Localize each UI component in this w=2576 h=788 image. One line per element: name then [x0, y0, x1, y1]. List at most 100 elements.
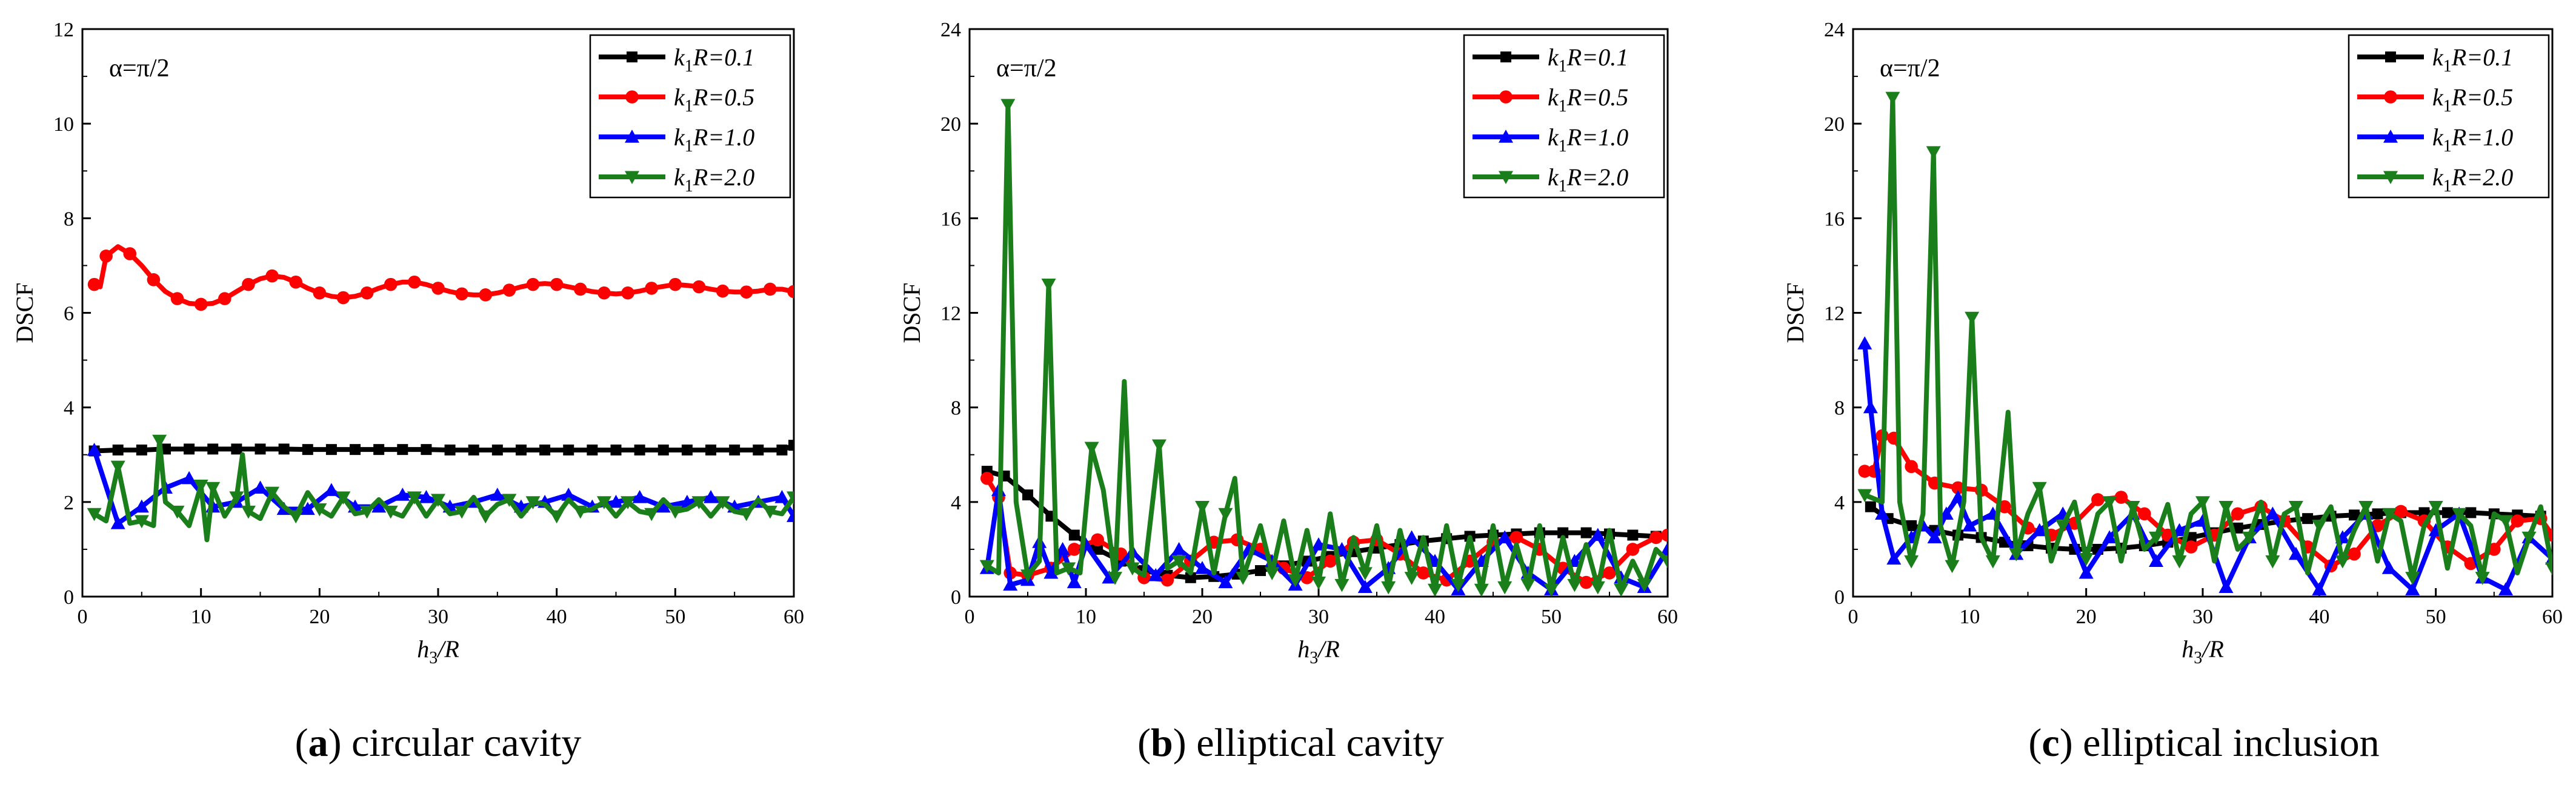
- legend-entry-label: k1R=2.0: [2432, 164, 2513, 196]
- data-point: [2348, 547, 2361, 561]
- y-tick-label: 24: [940, 19, 961, 41]
- data-point: [2381, 508, 2397, 521]
- data-point: [787, 491, 794, 505]
- data-point: [136, 444, 147, 455]
- data-point: [1003, 577, 1018, 591]
- data-point: [1171, 541, 1186, 555]
- data-point: [1965, 311, 1980, 325]
- x-tick-label: 50: [1541, 606, 1562, 628]
- data-point: [288, 510, 304, 524]
- x-tick-label: 0: [78, 606, 88, 628]
- y-axis-title: DSCF: [1782, 282, 1809, 343]
- legend-entry-label: k1R=0.5: [1548, 84, 1628, 116]
- legend-marker: [2383, 171, 2398, 184]
- data-point: [1660, 541, 1668, 555]
- data-point: [454, 505, 470, 519]
- data-point: [2488, 543, 2501, 556]
- data-point: [691, 496, 707, 509]
- data-point: [1857, 489, 1872, 503]
- data-point: [2465, 507, 2477, 518]
- data-point: [561, 488, 576, 501]
- data-point: [1857, 336, 1872, 349]
- data-point: [1567, 578, 1582, 592]
- x-tick-label: 0: [965, 606, 975, 628]
- data-point: [632, 490, 647, 503]
- panel-caption: (a) circular cavity: [295, 721, 582, 765]
- y-axis-title: DSCF: [11, 282, 38, 343]
- data-point: [207, 443, 219, 455]
- data-point: [1985, 555, 2000, 569]
- legend-entry-label: k1R=0.1: [1548, 44, 1628, 76]
- data-point: [681, 444, 693, 455]
- y-tick-label: 0: [64, 586, 74, 609]
- data-point: [1404, 572, 1419, 585]
- data-point: [1236, 572, 1251, 585]
- data-point: [231, 443, 242, 455]
- data-point: [980, 471, 994, 485]
- data-point: [134, 499, 149, 513]
- data-point: [1886, 551, 1902, 565]
- y-tick-label: 12: [940, 303, 961, 325]
- angle-annotation: α=π/2: [109, 55, 170, 82]
- panel-caption: (c) elliptical inclusion: [2028, 721, 2379, 765]
- x-tick-label: 30: [2192, 606, 2213, 628]
- data-point: [1125, 562, 1140, 576]
- data-point: [395, 488, 410, 501]
- legend-marker: [2384, 90, 2397, 104]
- data-point: [1288, 574, 1303, 588]
- data-point: [1404, 530, 1419, 543]
- data-point: [1041, 279, 1056, 292]
- x-axis-title: h3/R: [2182, 635, 2224, 667]
- data-point: [2545, 562, 2552, 576]
- data-point: [184, 443, 195, 455]
- data-point: [1637, 578, 1652, 592]
- data-point: [431, 494, 445, 507]
- data-point: [468, 444, 479, 455]
- data-point: [152, 434, 167, 448]
- legend-marker: [1499, 90, 1513, 104]
- data-point: [1858, 465, 1872, 478]
- x-tick-label: 60: [2542, 606, 2563, 628]
- data-point: [253, 480, 268, 494]
- data-point: [2102, 496, 2117, 509]
- legend-marker: [1500, 51, 1511, 62]
- data-point: [2055, 520, 2071, 533]
- data-point: [397, 444, 408, 455]
- data-point: [1474, 583, 1489, 597]
- data-point: [739, 508, 754, 521]
- data-point: [478, 510, 493, 524]
- data-point: [596, 496, 611, 509]
- legend: k1R=0.1 k1R=0.5 k1R=1.0 k1R=2.0: [2348, 34, 2550, 199]
- data-point: [218, 292, 231, 305]
- x-tick-label: 0: [1848, 606, 1859, 628]
- data-point: [774, 490, 790, 503]
- series-line-2: [93, 244, 794, 307]
- data-point: [2078, 565, 2094, 579]
- data-point: [2452, 508, 2467, 521]
- data-point: [302, 444, 313, 455]
- data-point: [2441, 507, 2453, 518]
- data-point: [2265, 506, 2280, 520]
- data-point: [1218, 508, 1233, 521]
- legend-box: [1463, 34, 1665, 199]
- data-point: [2009, 548, 2024, 561]
- data-point: [265, 486, 280, 500]
- data-point: [515, 444, 527, 455]
- y-tick-label: 4: [951, 492, 961, 514]
- series-group: [979, 99, 1668, 597]
- data-point: [1160, 573, 1174, 587]
- legend-entry-label: k1R=0.1: [674, 44, 754, 76]
- data-point: [1497, 581, 1513, 595]
- data-point: [502, 494, 517, 507]
- data-point: [2242, 531, 2257, 545]
- data-point: [2405, 582, 2420, 595]
- data-point: [1043, 565, 1059, 579]
- data-point: [112, 444, 124, 455]
- y-tick-label: 0: [1834, 586, 1845, 609]
- data-point: [1998, 500, 2011, 514]
- data-point: [1055, 541, 1070, 555]
- legend-marker: [1499, 171, 1513, 184]
- data-point: [716, 284, 730, 298]
- series-group: [87, 244, 794, 543]
- angle-annotation: α=π/2: [996, 55, 1057, 82]
